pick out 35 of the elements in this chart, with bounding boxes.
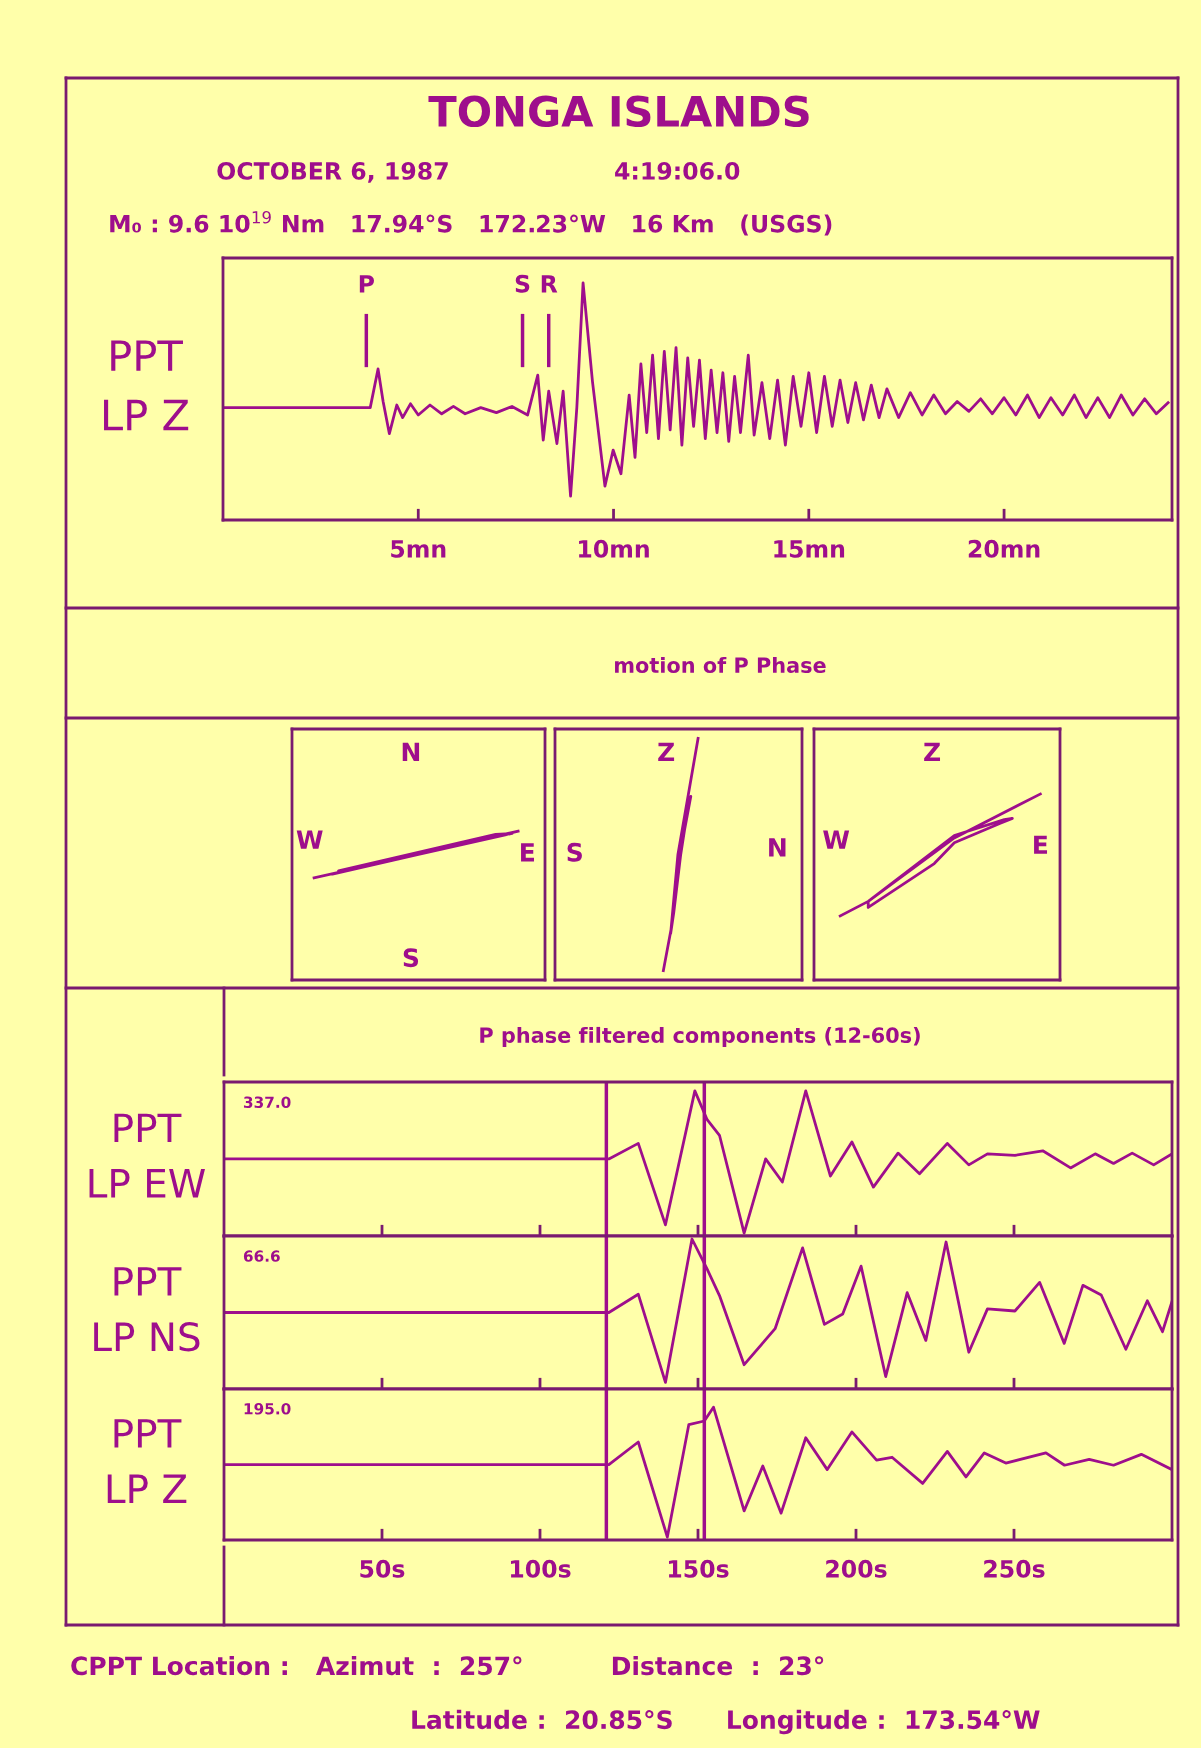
ref-line-label: P — [359, 275, 375, 293]
text: N — [402, 742, 420, 761]
y-axis-title: PPT LP Z — [107, 1419, 187, 1503]
x-tick-label: 150s — [669, 1559, 729, 1578]
x-tick-label: 200s — [826, 1559, 887, 1578]
x-tick-label: 20mn — [968, 539, 1040, 558]
text: CPPT Location : Azimut : 257° Distance : 23° — [71, 1655, 824, 1676]
annotation: 66.6 — [243, 1250, 280, 1262]
text: Z — [924, 742, 941, 761]
chart-title: P phase filtered components (12-60s) — [480, 1026, 920, 1048]
ref-line-label: S — [515, 274, 530, 293]
chart-title: TONGA ISLANDS — [428, 95, 809, 128]
text: N — [769, 838, 786, 857]
y-axis-title: PPT LP NS — [94, 1267, 200, 1352]
text: E — [521, 843, 534, 862]
text: S — [567, 842, 582, 862]
ref-line-label: R — [541, 275, 558, 293]
text: W — [823, 830, 850, 849]
text: E — [1034, 835, 1048, 854]
text: Z — [658, 742, 675, 761]
x-tick-label: 5mn — [391, 540, 446, 558]
x-tick-label: 15mn — [774, 540, 845, 558]
text: OCTOBER 6, 1987 4:19:06.0 M₀ : 9.6 10$^{19}$ Nm 17.94°S 172.23°W 16 Km (USGS) — [110, 161, 832, 236]
x-tick-label: 250s — [984, 1559, 1045, 1578]
x-tick-label: 50s — [360, 1559, 405, 1578]
x-tick-label: 100s — [511, 1559, 571, 1578]
text: S — [403, 948, 419, 968]
y-axis-title: PPT LP EW — [89, 1113, 205, 1198]
text: Latitude : 20.85°S Longitude : 173.54°W — [412, 1709, 1040, 1735]
text: motion of P Phase — [615, 656, 826, 674]
x-tick-label: 10mn — [579, 539, 649, 558]
annotation: 195.0 — [244, 1403, 291, 1415]
text: W — [296, 830, 323, 849]
annotation: 337.0 — [243, 1096, 291, 1108]
y-axis-title: PPT LP Z — [104, 340, 189, 431]
